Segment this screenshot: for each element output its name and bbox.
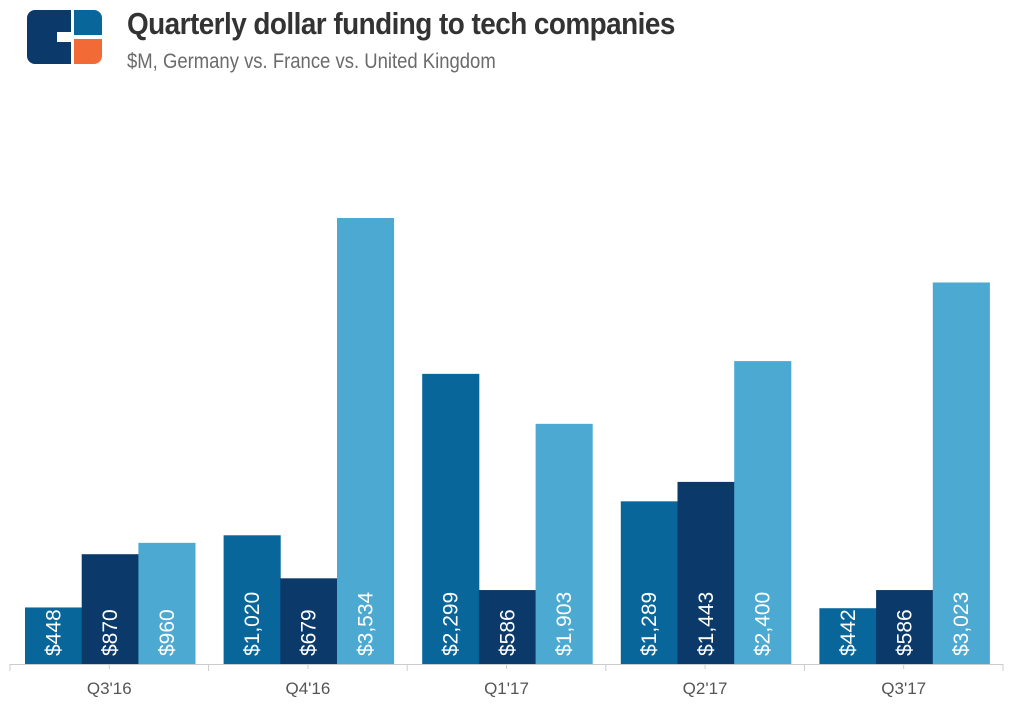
x-axis-category-label: Q3'17 [881, 679, 926, 698]
bar-value-label: $586 [496, 609, 519, 656]
bar-united-kingdom-3 [734, 361, 792, 664]
bar-france-1 [280, 578, 338, 664]
bar-value-label: $1,289 [638, 592, 661, 656]
bar-value-label: $1,020 [241, 592, 264, 656]
bar-value-label: $2,299 [440, 592, 463, 656]
bar-value-label: $2,400 [752, 592, 775, 656]
bar-united-kingdom-1 [337, 218, 395, 664]
bar-united-kingdom-2 [535, 423, 593, 664]
bar-value-label: $960 [156, 609, 179, 656]
chart-subtitle: $M, Germany vs. France vs. United Kingdo… [127, 50, 496, 73]
bar-value-label: $679 [298, 609, 321, 656]
bar-value-label: $3,534 [354, 591, 377, 656]
bar-united-kingdom-0 [138, 542, 196, 664]
bar-germany-4 [819, 608, 877, 664]
bar-germany-1 [223, 535, 281, 664]
bar-value-label: $442 [837, 609, 860, 656]
bar-france-0 [81, 554, 139, 664]
cb-insights-logo-icon [27, 10, 102, 64]
bar-united-kingdom-4 [932, 282, 990, 664]
bar-germany-2 [422, 373, 480, 664]
bar-value-label: $870 [99, 609, 122, 656]
bar-value-label: $3,023 [950, 592, 973, 656]
bar-france-2 [478, 590, 536, 664]
bar-france-3 [677, 481, 735, 664]
bar-germany-3 [620, 501, 678, 664]
x-axis-category-label: Q2'17 [683, 679, 728, 698]
bar-germany-0 [25, 607, 83, 664]
bar-value-label: $448 [42, 609, 65, 656]
chart-title: Quarterly dollar funding to tech compani… [127, 6, 675, 41]
x-axis-category-label: Q1'17 [484, 679, 529, 698]
x-axis-category-label: Q3'16 [87, 679, 132, 698]
bar-value-label: $586 [893, 609, 916, 656]
bar-value-label: $1,903 [553, 592, 576, 656]
bar-value-label: $1,443 [695, 592, 718, 656]
chart-header: Quarterly dollar funding to tech compani… [0, 0, 1024, 90]
bar-france-4 [876, 590, 934, 664]
x-axis-category-label: Q4'16 [285, 679, 330, 698]
